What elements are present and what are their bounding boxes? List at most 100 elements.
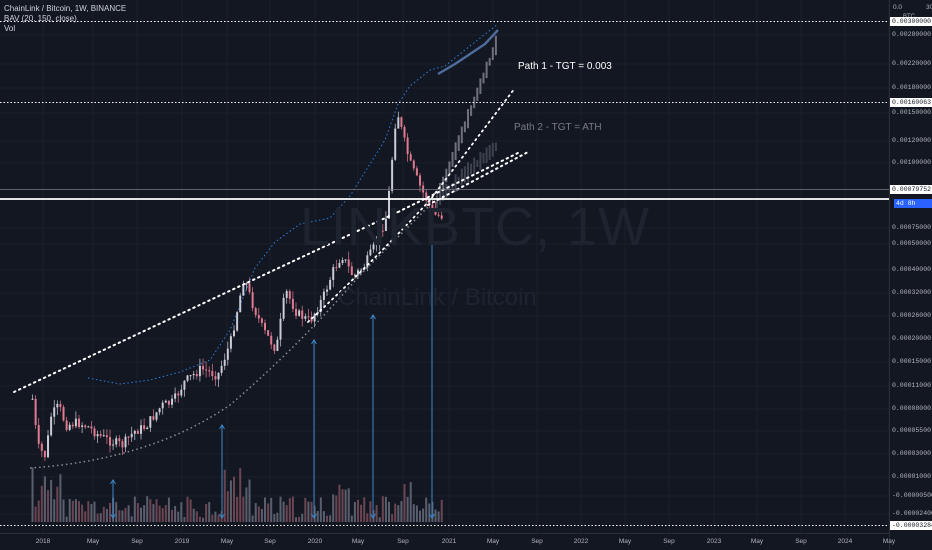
price-label: -0.00000500 [892, 492, 932, 499]
volume-bar [260, 509, 263, 522]
volume-bar [437, 511, 440, 522]
volume-bar [167, 497, 170, 522]
volume-bar [384, 496, 387, 522]
volume-bar [164, 504, 167, 522]
candle [180, 389, 183, 396]
time-label: Sep [131, 538, 143, 545]
projection-candle [470, 105, 473, 116]
candle [353, 274, 356, 276]
candle [313, 313, 316, 322]
projection-candle [448, 184, 451, 193]
candle [428, 200, 431, 205]
arrow-head-down [370, 513, 376, 519]
ath-price-tag: 0.00160063 [890, 98, 932, 107]
projection-candle [488, 145, 491, 160]
price-label: 0.00220000 [892, 60, 932, 67]
volume-bar [171, 509, 174, 522]
volume-bar [146, 496, 149, 522]
projection-candle [494, 142, 497, 152]
volume-bar [198, 516, 201, 522]
candle [282, 297, 285, 319]
grid [0, 0, 889, 533]
candle [130, 433, 133, 438]
volume-bar [174, 506, 177, 522]
candle [267, 330, 270, 336]
volume-bar [279, 496, 282, 522]
time-label: Sep [531, 538, 543, 545]
candle [192, 374, 195, 376]
candle [96, 434, 99, 437]
price-label: 0.00005500 [892, 427, 932, 434]
candle [81, 425, 84, 428]
candle [226, 348, 229, 360]
volume-bar [136, 503, 139, 522]
projection-candle [454, 142, 457, 161]
volume-bar [310, 501, 313, 522]
candle [347, 259, 350, 267]
candle [68, 424, 71, 430]
trendline-upper [13, 211, 399, 393]
bottom-price-tag: -0.00003284 [890, 521, 932, 530]
candle [127, 436, 130, 438]
projection-candle [467, 109, 469, 129]
scale-top-label: 0.0 30 [893, 4, 932, 11]
volume-bar [115, 502, 118, 522]
price-label: 0.00015000 [892, 358, 932, 365]
volume-bar [298, 516, 301, 522]
time-label: May [486, 538, 500, 545]
projection-candle [491, 142, 494, 157]
volume-bar [239, 468, 242, 522]
candle [71, 424, 74, 427]
volume-bar [195, 511, 198, 522]
volume-bar [264, 497, 267, 522]
volume-bar [341, 489, 344, 522]
volume-bar [242, 496, 245, 522]
candle [59, 403, 62, 407]
volume-bar [233, 476, 236, 522]
volume-bar [295, 517, 298, 522]
candle [50, 416, 53, 436]
candle [140, 425, 143, 434]
candle [425, 192, 428, 201]
candle [394, 128, 397, 160]
trendlines [13, 87, 529, 469]
candles [31, 111, 443, 462]
projection-candle [485, 147, 488, 163]
candle [388, 190, 391, 219]
price-label: 0.00100000 [892, 159, 932, 166]
volume-bar [400, 500, 403, 522]
horizontal-levels [0, 21, 889, 526]
candle [298, 310, 301, 316]
candle [288, 291, 291, 299]
candle [285, 291, 288, 298]
trendline-lower-curve [29, 204, 431, 469]
arrow-head-down [219, 513, 225, 519]
volume-bar [378, 517, 381, 522]
volume-bar [217, 514, 220, 522]
candle [118, 438, 121, 442]
volume-bar [180, 502, 183, 522]
volume-bar [34, 506, 37, 522]
candle [310, 317, 313, 322]
volume-bar [37, 500, 40, 522]
volume-bar [53, 499, 56, 522]
volume-bar [276, 512, 279, 522]
volume-bar [406, 496, 409, 522]
indicator-legend[interactable]: BAV (20, 150, close) [4, 14, 77, 23]
candle [155, 412, 158, 420]
candle [158, 408, 161, 413]
projection-candle [451, 151, 454, 167]
arrow-head-up [429, 239, 435, 245]
candle [338, 262, 341, 268]
volume-bar [360, 504, 363, 522]
candle [211, 371, 214, 377]
volume-bar [43, 476, 46, 522]
projection-candle [479, 78, 482, 94]
target-price-tag: 0.00300000 [890, 17, 932, 26]
volume-bar [62, 499, 65, 522]
volume-legend[interactable]: Vol [4, 24, 16, 33]
projection-candle [494, 35, 497, 56]
candle [260, 318, 263, 323]
symbol-title[interactable]: ChainLink / Bitcoin, 1W, BINANCE [4, 4, 127, 13]
